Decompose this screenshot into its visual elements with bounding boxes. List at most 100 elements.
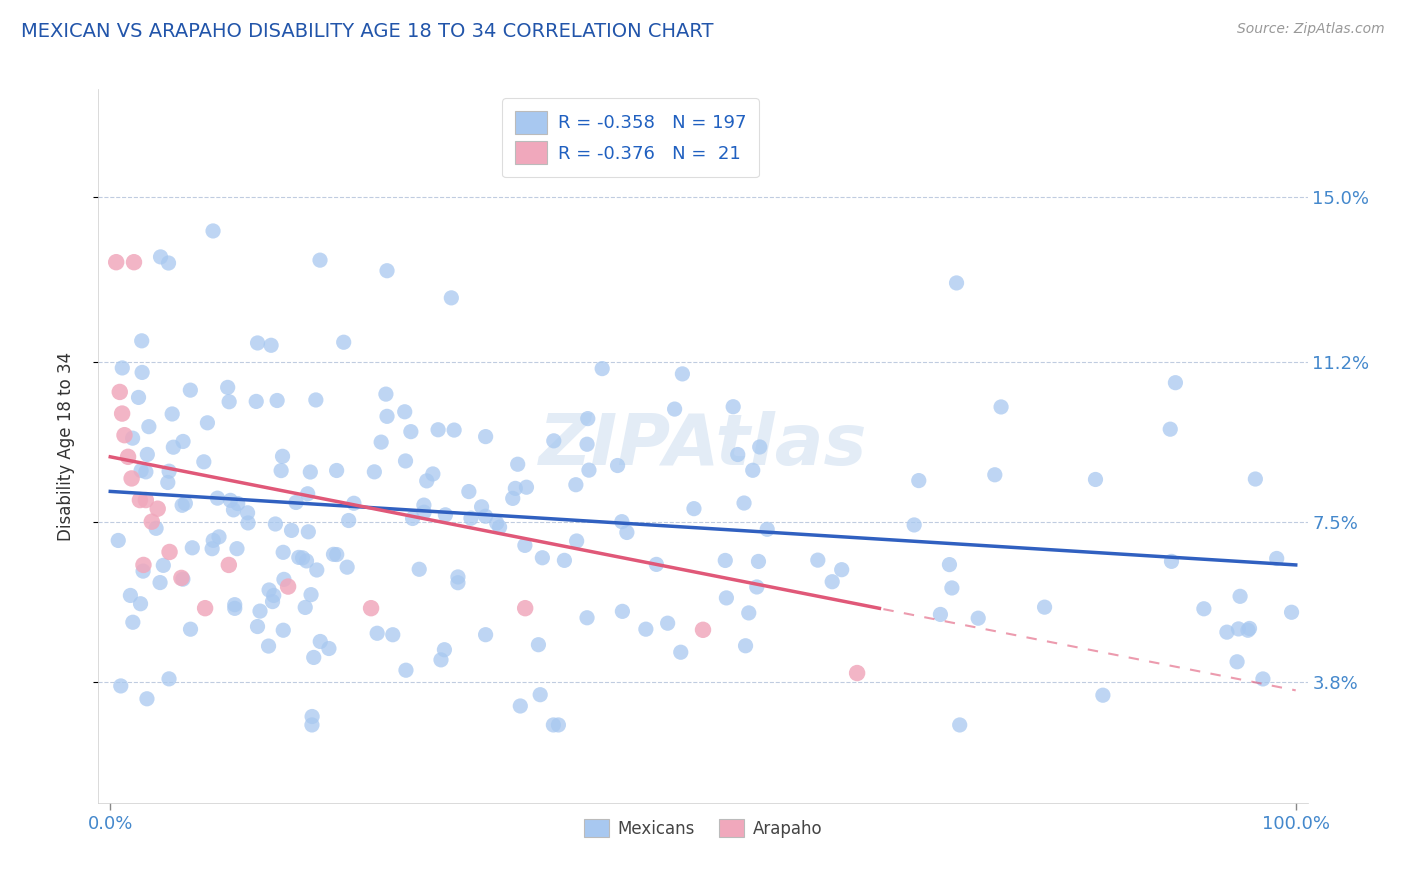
Point (107, 533, 129, 548)
Point (907, 474, 929, 488)
Point (236, 516, 259, 530)
Point (513, 538, 536, 552)
Point (734, 639, 756, 653)
Point (807, 553, 830, 567)
Point (401, 511, 423, 525)
Point (721, 400, 744, 414)
Point (111, 360, 134, 375)
Point (111, 407, 134, 421)
Point (474, 628, 496, 642)
Point (370, 435, 392, 450)
Point (129, 597, 152, 611)
Point (427, 423, 450, 437)
Point (903, 517, 925, 532)
Point (515, 480, 537, 494)
Point (262, 594, 284, 608)
Point (172, 434, 194, 449)
Point (1229, 590, 1251, 604)
Point (264, 516, 287, 531)
Point (170, 571, 193, 585)
Point (745, 580, 768, 594)
Point (207, 491, 229, 505)
Point (202, 224, 225, 238)
Point (181, 541, 204, 555)
Point (136, 691, 159, 706)
Point (447, 570, 470, 584)
Point (457, 484, 479, 499)
Point (634, 622, 657, 636)
Point (297, 524, 319, 539)
Point (132, 564, 155, 578)
Point (208, 530, 231, 544)
Point (201, 541, 224, 556)
Text: ZIPAtlas: ZIPAtlas (538, 411, 868, 481)
Point (219, 493, 242, 508)
Point (576, 611, 599, 625)
Point (179, 383, 201, 397)
Point (1164, 376, 1187, 390)
Point (121, 431, 143, 445)
Point (502, 491, 524, 506)
Point (294, 600, 316, 615)
Point (325, 548, 347, 562)
Point (246, 335, 269, 350)
Point (193, 455, 215, 469)
Point (657, 616, 679, 631)
Point (318, 641, 340, 656)
Point (1091, 688, 1114, 702)
Text: Source: ZipAtlas.com: Source: ZipAtlas.com (1237, 22, 1385, 37)
Point (222, 503, 245, 517)
Point (474, 509, 496, 524)
Point (375, 409, 398, 424)
Point (1281, 605, 1303, 619)
Point (129, 463, 152, 477)
Point (121, 471, 143, 485)
Point (399, 425, 422, 439)
Point (741, 463, 763, 477)
Point (226, 497, 249, 511)
Point (280, 524, 302, 538)
Point (297, 487, 319, 501)
Point (727, 448, 749, 462)
Point (578, 463, 600, 477)
Point (162, 440, 184, 454)
Point (128, 391, 150, 405)
Point (149, 575, 172, 590)
Point (531, 550, 554, 565)
Point (360, 601, 382, 615)
Point (1251, 672, 1274, 686)
Point (669, 645, 692, 659)
Point (474, 429, 496, 443)
Point (460, 511, 482, 525)
Point (1265, 551, 1288, 566)
Point (366, 626, 388, 640)
Point (202, 533, 225, 548)
Point (381, 628, 404, 642)
Point (645, 558, 668, 572)
Point (194, 601, 217, 615)
Point (160, 407, 183, 421)
Point (141, 515, 163, 529)
Point (277, 580, 299, 594)
Point (443, 423, 465, 437)
Point (122, 255, 145, 269)
Point (747, 554, 769, 568)
Point (302, 650, 325, 665)
Point (422, 467, 444, 481)
Point (271, 624, 294, 638)
Point (131, 334, 153, 348)
Point (271, 545, 294, 559)
Point (131, 366, 153, 380)
Point (108, 384, 131, 399)
Legend: Mexicans, Arapaho: Mexicans, Arapaho (576, 813, 830, 845)
Point (738, 606, 761, 620)
Point (120, 589, 142, 603)
Point (363, 465, 385, 479)
Point (591, 361, 613, 376)
Point (135, 465, 157, 479)
Point (430, 653, 453, 667)
Point (224, 598, 246, 612)
Point (945, 276, 967, 290)
Point (565, 477, 588, 491)
Point (236, 506, 259, 520)
